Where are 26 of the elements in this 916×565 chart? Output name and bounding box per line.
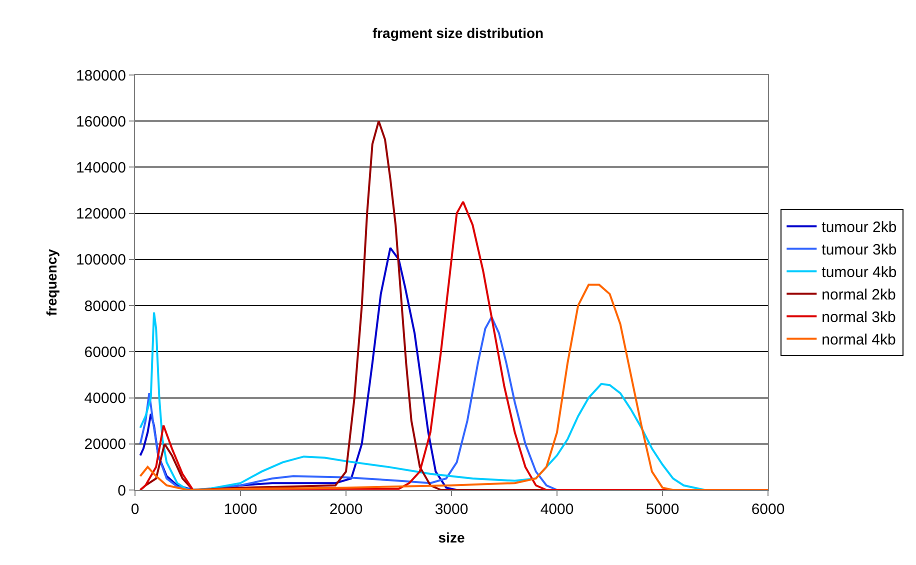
legend-label: normal 4kb <box>822 332 896 349</box>
legend-label: normal 2kb <box>822 286 896 304</box>
y-tick-label: 60000 <box>84 344 126 361</box>
x-tick-label: 5000 <box>646 501 680 518</box>
x-tick-label: 1000 <box>224 501 258 518</box>
legend-label: tumour 2kb <box>822 219 897 236</box>
legend-label: tumour 3kb <box>822 242 897 259</box>
x-tick-label: 4000 <box>540 501 574 518</box>
y-tick-label: 140000 <box>76 159 126 176</box>
y-tick-label: 120000 <box>76 206 126 223</box>
x-tick-label: 0 <box>130 501 140 518</box>
x-tick-label: 3000 <box>434 501 468 518</box>
y-axis-title: frequency <box>44 248 60 316</box>
x-axis-title: size <box>438 529 465 546</box>
y-tick-label: 40000 <box>84 390 126 408</box>
y-tick-label: 180000 <box>76 67 126 84</box>
chart-title: fragment size distribution <box>372 25 544 42</box>
y-tick-label: 100000 <box>76 252 126 269</box>
y-tick-label: 160000 <box>76 113 126 130</box>
x-tick-label: 2000 <box>329 501 363 518</box>
legend-label: normal 3kb <box>822 309 896 326</box>
x-tick-label: 6000 <box>751 501 785 518</box>
legend-label: tumour 4kb <box>822 264 897 282</box>
y-tick-label: 20000 <box>84 436 126 454</box>
y-tick-label: 80000 <box>84 298 126 315</box>
y-tick-label: 0 <box>118 482 126 500</box>
